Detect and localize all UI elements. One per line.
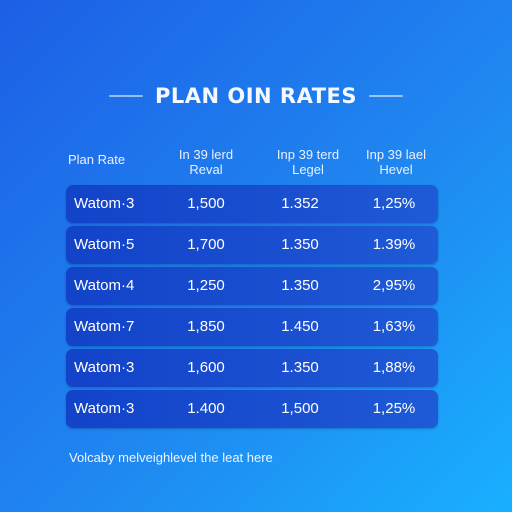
title-divider-right — [369, 95, 404, 97]
header-col-1-line-1: In 39 lerd — [178, 147, 234, 162]
row-value-3: 1,88% — [372, 359, 416, 376]
table-row: Watom·3 1,500 1.352 1,25% — [66, 185, 438, 223]
footer-note: Volcaby melveighlevel the leat here — [69, 450, 273, 465]
header-plan-rate: Plan Rate — [68, 152, 126, 167]
header-col-3-line-2: Hevel — [379, 162, 413, 177]
row-value-3: 2,95% — [372, 277, 416, 294]
header-col-2-line-1: Inp 39 terd — [276, 147, 340, 162]
title-row: PLAN OIN RATES — [0, 82, 512, 110]
row-plan-name: Watom·7 — [74, 318, 135, 335]
header-col-1-line-2: Reval — [189, 162, 223, 177]
row-plan-name: Watom·3 — [74, 195, 135, 212]
row-value-3: 1.39% — [372, 236, 416, 253]
row-value-3: 1,25% — [372, 195, 416, 212]
table-row: Watom·7 1,850 1.450 1,63% — [66, 308, 438, 346]
page-title: PLAN OIN RATES — [154, 84, 358, 108]
row-value-1: 1,850 — [187, 318, 225, 335]
table-row: Watom·4 1,250 1.350 2,95% — [66, 267, 438, 305]
table-row: Watom·3 1.400 1,500 1,25% — [66, 390, 438, 428]
header-col-1: In 39 lerd Reval — [156, 147, 256, 177]
row-plan-name: Watom·3 — [74, 359, 135, 376]
row-value-2: 1.352 — [281, 195, 319, 212]
row-value-3: 1,63% — [372, 318, 416, 335]
row-plan-name: Watom·4 — [74, 277, 135, 294]
row-value-2: 1.450 — [281, 318, 319, 335]
row-value-2: 1.350 — [281, 236, 319, 253]
row-plan-name: Watom·3 — [74, 400, 135, 417]
row-value-1: 1,700 — [187, 236, 225, 253]
row-plan-name: Watom·5 — [74, 236, 135, 253]
table-row: Watom·3 1,600 1.350 1,88% — [66, 349, 438, 387]
header-col-3-line-1: Inp 39 lael — [366, 147, 426, 162]
table-header: Plan Rate In 39 lerd Reval Inp 39 terd L… — [66, 147, 438, 181]
header-col-2-line-2: Legel — [292, 162, 324, 177]
table-body: Watom·3 1,500 1.352 1,25% Watom·5 1,700 … — [66, 185, 438, 431]
title-divider-left — [108, 95, 143, 97]
row-value-3: 1,25% — [372, 400, 416, 417]
row-value-1: 1.400 — [187, 400, 225, 417]
row-value-2: 1,500 — [281, 400, 319, 417]
row-value-1: 1,500 — [187, 195, 225, 212]
row-value-2: 1.350 — [281, 359, 319, 376]
header-col-3: Inp 39 lael Hevel — [346, 147, 446, 177]
row-value-2: 1.350 — [281, 277, 319, 294]
row-value-1: 1,600 — [187, 359, 225, 376]
table-row: Watom·5 1,700 1.350 1.39% — [66, 226, 438, 264]
row-value-1: 1,250 — [187, 277, 225, 294]
header-col-2: Inp 39 terd Legel — [258, 147, 358, 177]
